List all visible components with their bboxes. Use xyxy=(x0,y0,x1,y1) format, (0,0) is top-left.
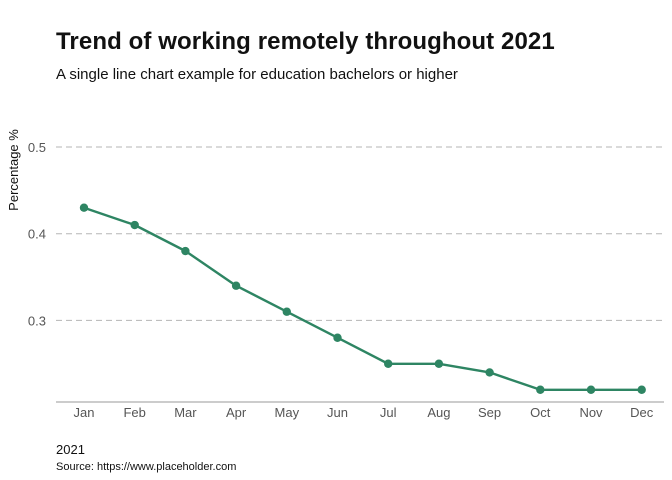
x-tick-label: Aug xyxy=(427,405,450,420)
x-tick-label: May xyxy=(275,405,300,420)
grid-lines xyxy=(56,146,664,321)
x-tick-label: Mar xyxy=(174,405,197,420)
x-tick-label: Nov xyxy=(579,405,603,420)
data-point xyxy=(282,307,291,316)
x-tick-labels: Jan Feb Mar Apr May Jun Jul Aug Sep Oct Nov Dec xyxy=(74,405,654,420)
chart-title: Trend of working remotely throughout 202… xyxy=(56,28,555,55)
data-point xyxy=(231,281,241,290)
y-axis-label: Percentage % xyxy=(6,129,21,211)
data-point xyxy=(384,359,393,368)
data-point xyxy=(434,359,444,368)
x-tick-label: Apr xyxy=(226,405,247,420)
data-point xyxy=(130,220,139,230)
data-point xyxy=(586,385,596,394)
data-point xyxy=(485,368,494,377)
series-line xyxy=(83,206,642,391)
y-tick-label: 0.5 xyxy=(28,140,46,155)
data-point xyxy=(181,246,190,256)
x-tick-label: Jul xyxy=(380,405,397,420)
footer-year: 2021 xyxy=(56,442,85,457)
y-tick-label: 0.4 xyxy=(28,227,46,242)
x-tick-label: Jan xyxy=(74,405,95,420)
data-points xyxy=(79,203,646,394)
data-point xyxy=(79,203,89,212)
footer-source: Source: https://www.placeholder.com xyxy=(56,461,237,473)
chart-subtitle: A single line chart example for educatio… xyxy=(56,66,458,83)
x-tick-label: Oct xyxy=(530,405,551,420)
data-point xyxy=(536,385,545,394)
x-tick-label: Dec xyxy=(630,405,654,420)
data-point xyxy=(333,333,342,342)
x-tick-label: Feb xyxy=(123,405,145,420)
data-point xyxy=(637,385,646,394)
y-tick-labels: 0.3 0.4 0.5 xyxy=(28,140,46,328)
x-tick-label: Jun xyxy=(327,405,348,420)
y-tick-label: 0.3 xyxy=(28,313,46,328)
x-tick-label: Sep xyxy=(478,405,501,420)
